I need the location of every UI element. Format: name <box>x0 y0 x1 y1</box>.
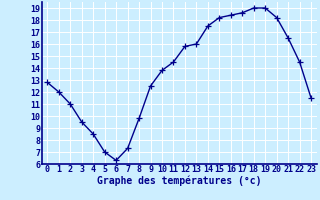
X-axis label: Graphe des températures (°c): Graphe des températures (°c) <box>97 176 261 186</box>
